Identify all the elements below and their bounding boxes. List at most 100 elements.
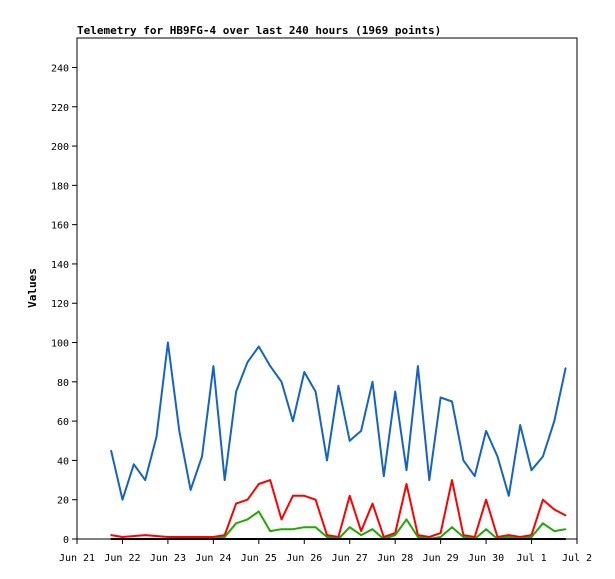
data-point	[508, 495, 510, 497]
data-point	[439, 396, 442, 399]
data-point	[519, 536, 521, 538]
data-point	[542, 455, 544, 458]
data-point	[292, 420, 294, 422]
data-point	[167, 341, 169, 344]
data-point	[473, 475, 476, 477]
data-point	[280, 518, 283, 521]
data-point	[405, 469, 408, 472]
data-point	[360, 530, 362, 532]
data-point	[246, 518, 249, 521]
data-point	[269, 365, 272, 367]
data-point	[462, 536, 465, 538]
x-tick-label: Jun 23	[150, 553, 186, 564]
data-point	[246, 498, 249, 501]
data-point	[280, 528, 283, 530]
data-point	[303, 371, 306, 373]
data-point	[280, 381, 283, 383]
data-point	[564, 514, 567, 517]
x-tick-label: Jun 26	[286, 553, 322, 564]
data-point	[564, 367, 567, 369]
data-point	[428, 479, 431, 481]
data-point	[383, 475, 385, 477]
data-point	[326, 459, 328, 462]
data-point	[451, 526, 453, 528]
data-point	[246, 361, 249, 364]
data-point	[326, 536, 328, 538]
y-tick-label: 40	[57, 456, 69, 467]
data-point	[508, 534, 510, 536]
data-point	[564, 528, 567, 530]
data-point	[303, 495, 306, 497]
plot-frame	[76, 37, 578, 540]
data-point	[360, 430, 362, 432]
data-point	[530, 469, 533, 472]
data-point	[439, 532, 442, 534]
x-tick-label: Jun 25	[241, 553, 277, 564]
data-point	[212, 536, 215, 538]
data-point	[542, 498, 544, 501]
x-tick-label: Jun 30	[468, 553, 504, 564]
data-point	[292, 495, 294, 497]
x-tick-label: Jun 28	[377, 553, 413, 564]
series-line-1	[110, 341, 567, 501]
data-point	[292, 528, 294, 530]
data-point	[519, 424, 521, 426]
y-tick-label: 20	[57, 496, 69, 507]
y-axis-label: Values	[26, 268, 39, 308]
data-point	[553, 420, 556, 422]
data-point	[360, 534, 362, 536]
data-point	[439, 536, 442, 538]
data-point	[201, 455, 203, 458]
x-tick-label: Jul 2	[562, 553, 592, 564]
y-tick-label: 140	[51, 260, 69, 271]
data-point	[258, 510, 260, 513]
data-point	[485, 498, 487, 501]
x-tick-label: Jun 21	[59, 553, 95, 564]
data-point	[451, 400, 453, 403]
data-point	[348, 526, 351, 528]
data-point	[121, 498, 124, 501]
data-point	[451, 479, 453, 481]
data-point	[314, 390, 317, 393]
data-point	[167, 536, 169, 538]
data-point	[144, 479, 146, 481]
x-tick-label: Jun 22	[104, 553, 140, 564]
data-point	[508, 536, 510, 538]
data-point	[462, 459, 465, 462]
data-point	[110, 534, 112, 536]
data-point	[485, 430, 487, 432]
data-point	[189, 536, 192, 538]
data-point	[485, 528, 487, 530]
y-tick-label: 160	[51, 221, 69, 232]
data-point	[496, 455, 499, 458]
data-point	[417, 365, 419, 367]
series-line-2	[110, 479, 567, 538]
data-point	[553, 530, 556, 532]
data-point	[121, 536, 124, 538]
data-point	[371, 528, 374, 530]
data-point	[155, 436, 158, 438]
data-point	[553, 508, 556, 511]
x-tick-label: Jun 27	[332, 553, 368, 564]
data-point	[269, 479, 272, 481]
data-point	[371, 381, 374, 383]
data-point	[110, 449, 112, 452]
y-tick-label: 120	[51, 299, 69, 310]
data-point	[348, 495, 351, 497]
data-point	[258, 483, 260, 485]
data-point	[417, 536, 419, 538]
data-point	[258, 345, 260, 348]
data-point	[337, 385, 340, 387]
y-tick-label: 60	[57, 417, 69, 428]
data-point	[314, 526, 317, 528]
data-point	[235, 390, 237, 393]
x-tick-label: Jun 29	[423, 553, 459, 564]
data-point	[314, 498, 317, 501]
data-point	[371, 502, 374, 505]
data-point	[405, 518, 408, 521]
data-point	[133, 463, 135, 466]
y-tick-label: 80	[57, 378, 69, 389]
data-point	[223, 536, 226, 538]
data-point	[269, 530, 272, 532]
